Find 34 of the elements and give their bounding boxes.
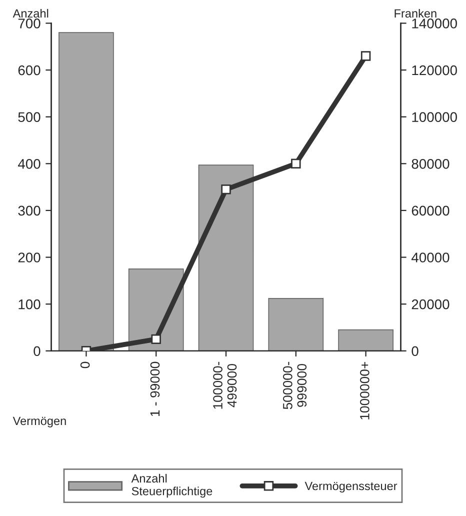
x-tick-label: 100000- 499000 — [213, 362, 237, 409]
y2-tick-label: 80000 — [412, 158, 450, 169]
y-tick-label: 0 — [34, 346, 40, 356]
point — [360, 51, 371, 61]
y-tick-label: 400 — [18, 158, 40, 169]
y-axis-title: Anzahl — [12, 8, 48, 18]
point — [151, 334, 161, 344]
x-tick-label: 500000- 999000 — [283, 362, 307, 410]
y2-tick-label: 40000 — [411, 252, 450, 262]
y2-tick-label: 0 — [412, 346, 418, 356]
y2-tick-label: 60000 — [412, 206, 450, 216]
legend-label: Anzahl Steuerpflichtige — [131, 474, 212, 498]
y-tick-label: 500 — [18, 112, 40, 122]
x-tick-label: 1 - 99000 — [150, 362, 160, 416]
y2-tick-label: 20000 — [412, 299, 450, 310]
x-tick-label: 0 — [80, 362, 90, 368]
y2-tick-label: 100000 — [412, 112, 457, 122]
x-tick-label: 1000000+ — [360, 362, 370, 420]
bar — [268, 298, 324, 351]
y-tick-label: 700 — [18, 18, 40, 28]
legend-label: Vermögenssteuer — [304, 482, 398, 492]
y2-tick-label: 120000 — [412, 65, 457, 76]
y2-axis-title: Franken — [394, 8, 436, 18]
y-tick-label: 100 — [18, 299, 40, 310]
bar — [58, 32, 114, 351]
y-tick-label: 200 — [18, 252, 40, 262]
y-tick-label: 600 — [18, 65, 40, 76]
bar — [338, 329, 394, 351]
y-tick-label: 300 — [18, 206, 40, 216]
x-axis-title: Vermögen — [12, 416, 66, 428]
point — [221, 184, 231, 194]
bar — [198, 164, 254, 351]
y2-tick-label: 140000 — [412, 18, 457, 28]
point — [291, 158, 301, 169]
